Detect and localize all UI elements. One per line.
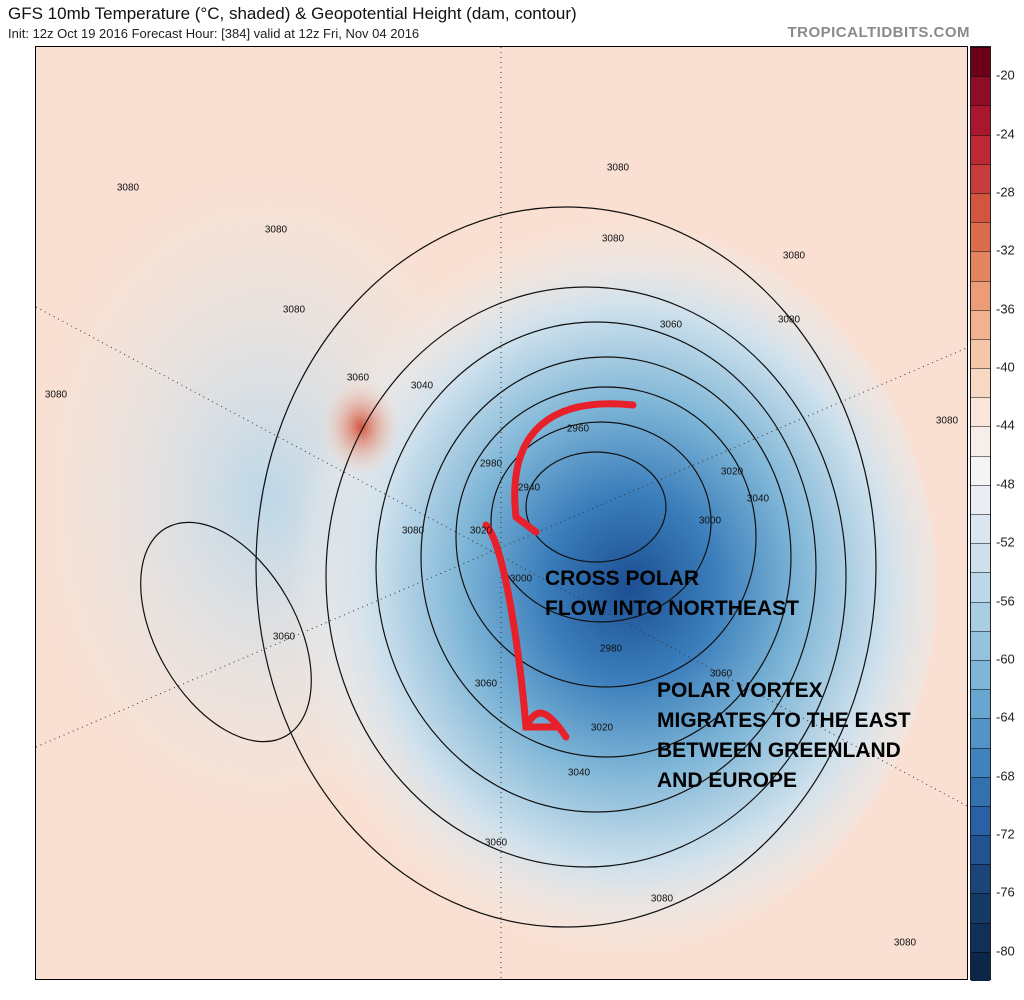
contour-label: 3080 <box>601 233 625 245</box>
contour-label: 2940 <box>517 482 541 494</box>
contour-label: 3080 <box>264 224 288 236</box>
contour-label: 3040 <box>746 493 770 505</box>
colorbar-tick-label: -24 <box>996 126 1015 142</box>
contour-label: 3080 <box>935 415 959 427</box>
contour-label: 3080 <box>650 893 674 905</box>
colorbar-bin <box>971 309 990 339</box>
contour-label: 3060 <box>659 319 683 331</box>
map-field <box>36 47 967 979</box>
colorbar-bin <box>971 689 990 719</box>
contour-label: 3020 <box>720 466 744 478</box>
colorbar-bin <box>971 280 990 310</box>
polar-vortex-shading <box>256 217 936 957</box>
colorbar-bin <box>971 368 990 398</box>
colorbar-bin <box>971 893 990 923</box>
colorbar-bin <box>971 338 990 369</box>
weather-map: 3080 3080 3080 3080 3080 3080 3080 3080 3080 3080… <box>35 46 968 980</box>
colorbar-bin <box>971 951 990 981</box>
colorbar-tick-label: -60 <box>996 651 1015 667</box>
annotation-cross-polar: CROSS POLAR FLOW INTO NORTHEAST <box>545 567 799 620</box>
colorbar-tick-label: -72 <box>996 826 1015 842</box>
colorbar-bin <box>971 747 990 777</box>
contour-label: 2980 <box>599 643 623 655</box>
colorbar-tick-label: -52 <box>996 534 1015 550</box>
colorbar-bin <box>971 601 990 631</box>
colorbar-bin <box>971 192 990 223</box>
colorbar-bin <box>971 426 990 456</box>
contour-label: 3060 <box>272 631 296 643</box>
arrow-cross-polar <box>511 400 637 536</box>
contour-label: 3080 <box>401 525 425 537</box>
colorbar-tick-label: -48 <box>996 476 1015 492</box>
colorbar-bin <box>971 835 990 865</box>
colorbar-bin <box>971 105 990 135</box>
colorbar-tick-label: -80 <box>996 943 1015 959</box>
contour-label: 3060 <box>346 372 370 384</box>
colorbar-tick-label: -56 <box>996 593 1015 609</box>
colorbar-bin <box>971 47 990 77</box>
height-contours <box>140 206 877 928</box>
contour-label: 3040 <box>567 767 591 779</box>
colorbar-tick-label: -32 <box>996 242 1015 258</box>
colorbar <box>970 46 991 981</box>
colorbar-bin <box>971 134 990 164</box>
contour-label: 3080 <box>282 304 306 316</box>
colorbar-bin <box>971 543 990 573</box>
forecast-info: Init: 12z Oct 19 2016 Forecast Hour: [38… <box>8 26 420 41</box>
colorbar-bin <box>971 76 990 106</box>
colorbar-tick-label: -20 <box>996 67 1015 83</box>
contour-label: 3060 <box>709 668 733 680</box>
colorbar-bin <box>971 864 990 894</box>
colorbar-tick-label: -28 <box>996 184 1015 200</box>
colorbar-tick-label: -36 <box>996 301 1015 317</box>
contour-label: 3080 <box>606 162 630 174</box>
warm-anomaly <box>321 377 401 477</box>
colorbar-tick-label: -76 <box>996 884 1015 900</box>
colorbar-bin <box>971 484 990 514</box>
contour-label: 3020 <box>469 525 493 537</box>
colorbar-bin <box>971 776 990 806</box>
colorbar-bin <box>971 514 990 544</box>
colorbar-bin <box>971 659 990 690</box>
contour-label: 3080 <box>44 389 68 401</box>
colorbar-tick-label: -40 <box>996 359 1015 375</box>
colorbar-bin <box>971 455 990 485</box>
colorbar-bin <box>971 163 990 193</box>
colorbar-bin <box>971 805 990 836</box>
flow-arrows <box>482 400 637 741</box>
brand-watermark: TROPICALTIDBITS.COM <box>787 24 970 41</box>
colorbar-bin <box>971 397 990 427</box>
chart-title: GFS 10mb Temperature (°C, shaded) & Geop… <box>8 4 577 23</box>
contour-label: 3080 <box>116 182 140 194</box>
colorbar-bin <box>971 922 990 952</box>
contour-label: 3080 <box>893 937 917 949</box>
contour-label: 3000 <box>509 573 533 585</box>
colorbar-bin <box>971 251 990 281</box>
contour-label: 3000 <box>698 515 722 527</box>
contour-label: 3080 <box>777 314 801 326</box>
contour-label: 2960 <box>566 423 590 435</box>
colorbar-bin <box>971 572 990 602</box>
colorbar-tick-label: -44 <box>996 417 1015 433</box>
contour-label: 3020 <box>590 722 614 734</box>
colorbar-bin <box>971 630 990 660</box>
colorbar-tick-label: -68 <box>996 768 1015 784</box>
contour-label: 3080 <box>782 250 806 262</box>
colorbar-tick-label: -64 <box>996 709 1015 725</box>
colorbar-bin <box>971 222 990 252</box>
arrow-to-northeast <box>482 521 570 741</box>
contour-label: 2980 <box>479 458 503 470</box>
colorbar-bin <box>971 718 990 748</box>
graticule <box>36 47 967 979</box>
annotation-polar-vortex: POLAR VORTEX MIGRATES TO THE EAST BETWEE… <box>657 679 911 792</box>
contour-label: 3060 <box>484 837 508 849</box>
contour-label: 3060 <box>474 678 498 690</box>
contour-label: 3040 <box>410 380 434 392</box>
